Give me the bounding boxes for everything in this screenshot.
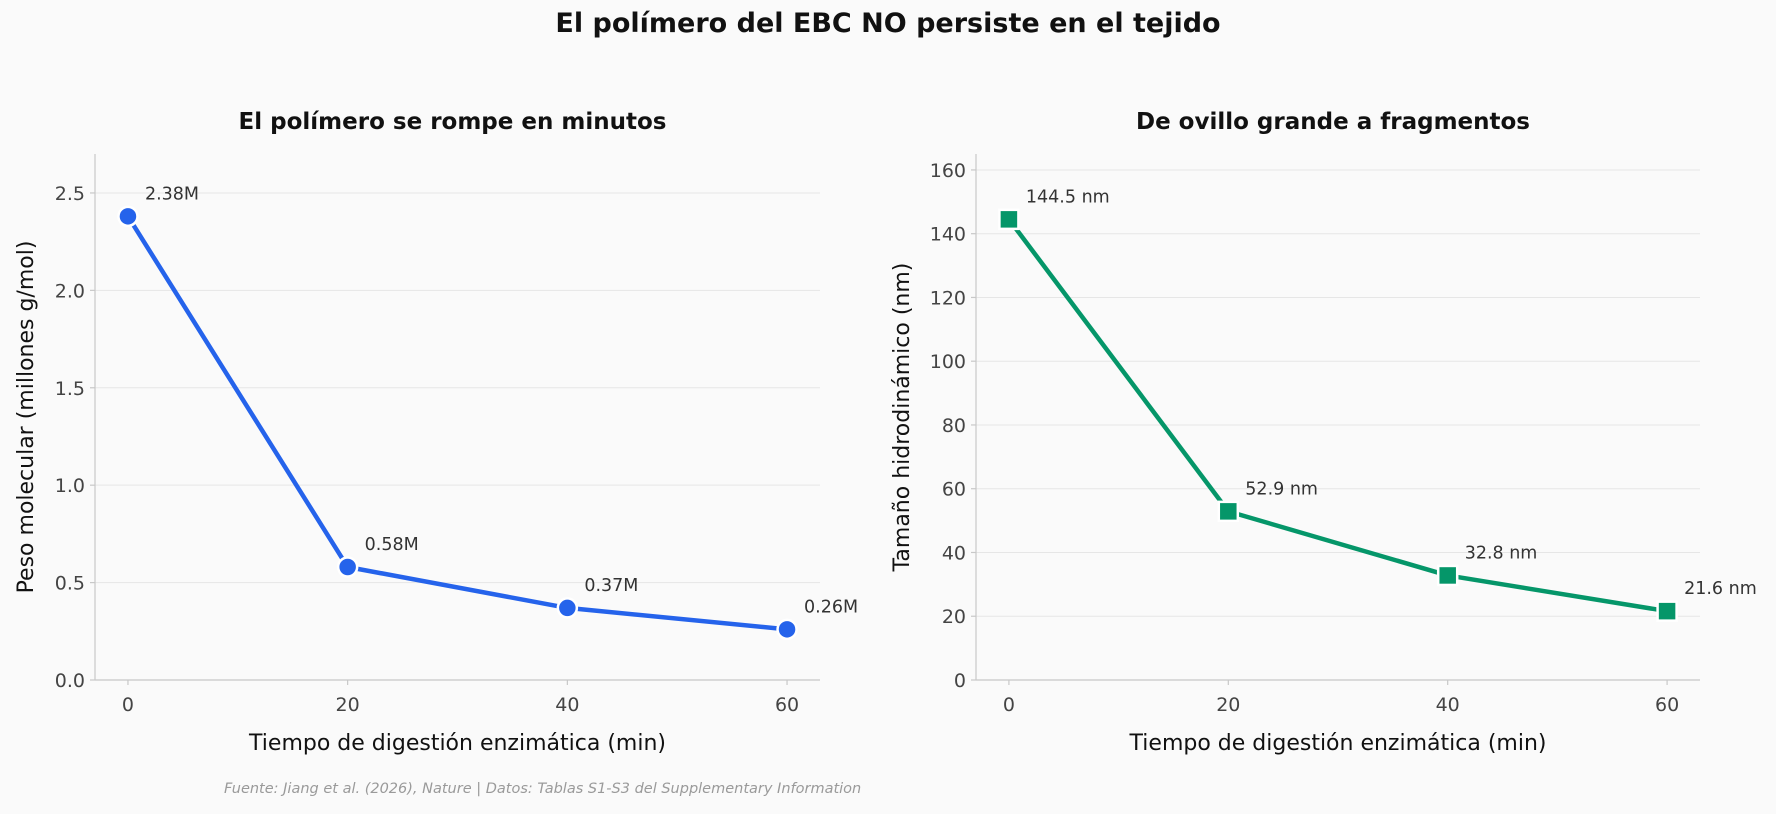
x-tick-label: 20 [1216, 694, 1240, 716]
data-point [1217, 500, 1240, 523]
data-label: 21.6 nm [1684, 579, 1757, 599]
y-tick-label: 1.5 [55, 378, 85, 400]
y-tick-label: 60 [942, 479, 966, 501]
source-note: Fuente: Jiang et al. (2026), Nature | Da… [224, 781, 862, 797]
y-tick-label: 120 [930, 287, 966, 309]
data-label: 0.37M [584, 576, 638, 596]
data-point [336, 556, 359, 578]
chart-title: El polímero del EBC NO persiste en el te… [555, 8, 1221, 39]
x-tick-label: 20 [336, 694, 360, 716]
series-line [1006, 217, 1670, 614]
y-tick-label: 20 [942, 606, 966, 628]
y-tick-label: 40 [942, 542, 966, 564]
data-label: 52.9 nm [1245, 479, 1318, 499]
panel-title: De ovillo grande a fragmentos [1136, 109, 1530, 135]
data-label: 2.38M [145, 184, 199, 204]
chart-panel-2: 0 20 40 60 80 100 120 140 160 0 20 40 60 Tiempo de di… [890, 109, 1757, 756]
y-axis-label: Peso molecular (millones g/mol) [14, 241, 39, 594]
x-tick-label: 40 [1436, 694, 1460, 716]
data-point [776, 618, 798, 641]
chart-panel-1: 0.0 0.5 1.0 1.5 2.0 2.5 0 20 40 60 Tiempo de diges… [14, 109, 858, 756]
x-tick-label: 60 [1655, 694, 1679, 716]
y-tick-label: 2.0 [55, 280, 85, 302]
y-tick-label: 1.0 [55, 475, 85, 497]
panel-title: El polímero se rompe en minutos [239, 109, 667, 135]
data-point [998, 208, 1020, 231]
y-axis-label: Tamaño hidrodinámico (nm) [890, 263, 915, 573]
y-tick-label: 0.0 [55, 670, 85, 692]
x-tick-label: 40 [555, 694, 579, 716]
y-tick-label: 160 [930, 160, 966, 182]
x-tick-label: 60 [775, 694, 799, 716]
y-tick-label: 140 [930, 224, 966, 246]
data-label: 0.58M [365, 535, 419, 555]
x-tick-label: 0 [1003, 694, 1015, 716]
data-point [1656, 600, 1678, 622]
y-tick-label: 0.5 [55, 573, 85, 595]
data-point [556, 597, 579, 619]
x-axis-label: Tiempo de digestión enzimática (min) [248, 731, 666, 756]
y-tick-label: 2.5 [55, 183, 85, 205]
y-tick-label: 80 [942, 415, 966, 437]
x-tick-label: 0 [122, 694, 134, 716]
data-label: 0.26M [804, 597, 858, 617]
data-point [117, 205, 139, 228]
data-label: 144.5 nm [1026, 187, 1110, 207]
data-label: 32.8 nm [1465, 543, 1538, 563]
series-line [125, 214, 790, 632]
y-tick-label: 0 [954, 670, 966, 692]
y-tick-label: 100 [930, 351, 966, 373]
data-point [1436, 564, 1459, 587]
x-axis-label: Tiempo de digestión enzimática (min) [1129, 731, 1547, 756]
